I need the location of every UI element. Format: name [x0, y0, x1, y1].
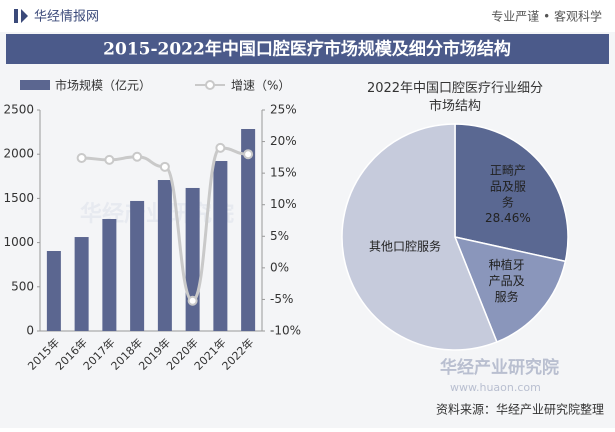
logo [21, 9, 28, 23]
legend-label: 增速（%） [231, 79, 290, 93]
y2-tick-label: 15% [270, 166, 297, 180]
y-tick-label: 1000 [3, 235, 34, 249]
pie-title: 2022年中国口腔医疗行业细分市场结构 [367, 81, 543, 114]
pie-label-line: 品及服 [490, 179, 526, 193]
y2-tick-label: 25% [270, 103, 297, 117]
source: 资料来源：华经产业研究院整理 [436, 402, 604, 417]
pie-label-line: 务 [502, 194, 514, 209]
title-bar [6, 34, 609, 64]
bar [130, 200, 145, 331]
watermark: 华经产业研究院 [440, 357, 559, 378]
pie-title-line: 2022年中国口腔医疗行业细分 [367, 81, 543, 96]
line-marker [76, 152, 87, 163]
y2-tick-label: 5% [270, 229, 289, 243]
y2-tick-label: 20% [270, 134, 297, 148]
title: 2015-2022年中国口腔医疗市场规模及细分市场结构 [103, 39, 511, 60]
pie-label-line: 其他口腔服务 [369, 238, 441, 253]
bar [74, 237, 89, 331]
pie-label-line: 服务 [495, 288, 519, 303]
pie-label-line: 产品及 [489, 273, 525, 287]
line-marker [159, 161, 170, 172]
y2-tick-label: 0% [270, 260, 289, 274]
logo [14, 9, 18, 23]
slogan: 专业严谨 • 客观科学 [491, 9, 602, 24]
line-marker [215, 142, 226, 153]
line-marker [104, 154, 115, 165]
pie-slice [454, 123, 569, 263]
watermark-url: www.huaon.com [450, 381, 541, 394]
bar [185, 187, 200, 331]
bar [213, 161, 228, 331]
legend-label: 市场规模（亿元） [55, 78, 151, 93]
line-marker [243, 149, 254, 160]
line-marker [187, 295, 198, 306]
pie-value-label: 28.46% [485, 211, 531, 225]
y-tick-label: 1500 [3, 191, 34, 205]
pie-slice [341, 123, 498, 351]
pie-label: 其他口腔服务 [369, 238, 441, 253]
bar [102, 218, 117, 331]
y2-tick-label: 10% [270, 197, 297, 211]
y-tick-label: 2000 [3, 147, 34, 161]
y2-tick-label: -5% [270, 292, 293, 306]
bar [157, 180, 172, 331]
header-bar [0, 0, 615, 32]
line-marker [132, 151, 143, 162]
legend-marker [205, 80, 215, 90]
brand: 华经情报网 [34, 10, 99, 25]
y2-tick-label: -10% [270, 324, 301, 338]
bar [46, 250, 61, 331]
pie-label-line: 正畸产 [490, 163, 526, 177]
pie-label: 正畸产品及服务 [490, 163, 526, 209]
y-tick-label: 500 [11, 279, 34, 293]
pie-slice [453, 235, 567, 343]
legend-swatch [20, 80, 50, 90]
bar [241, 129, 256, 331]
pie-title-line: 市场结构 [429, 98, 481, 114]
y-tick-label: 0 [26, 324, 34, 338]
pie-label-line: 种植牙 [489, 256, 525, 271]
pie-label: 种植牙产品及服务 [489, 256, 525, 303]
y-tick-label: 2500 [3, 103, 34, 117]
